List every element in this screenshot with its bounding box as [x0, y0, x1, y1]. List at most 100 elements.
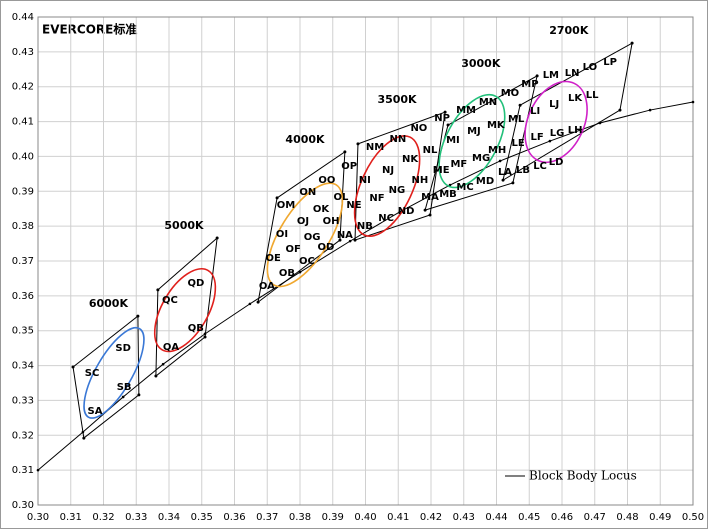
bin-label: SA — [88, 406, 103, 417]
bin-label: MB — [439, 189, 457, 200]
bin-label: LL — [586, 90, 599, 101]
locus-point — [648, 108, 652, 112]
corner-point — [443, 110, 447, 114]
corner-point — [71, 365, 75, 369]
corner-point — [446, 123, 450, 127]
bin-label: OO — [318, 175, 335, 186]
bin-label: OJ — [297, 216, 309, 227]
bin-label: NF — [369, 193, 384, 204]
bin-label: QD — [187, 278, 204, 289]
locus-point — [248, 302, 252, 306]
x-tick-label: 0.34 — [158, 512, 180, 523]
bin-label: OA — [259, 281, 275, 292]
bin-label: QB — [188, 323, 204, 334]
bin-label: MJ — [467, 126, 481, 137]
bin-label: MF — [450, 159, 467, 170]
cct-label: 3000K — [461, 57, 501, 70]
corner-point — [154, 374, 158, 378]
bin-label: QC — [162, 295, 178, 306]
bin-label: MP — [521, 79, 538, 90]
y-tick-label: 0.32 — [12, 430, 34, 441]
corner-point — [256, 300, 260, 304]
corner-point — [423, 208, 427, 212]
locus-point — [121, 395, 125, 399]
bin-label: MG — [472, 153, 490, 164]
corner-point — [356, 142, 360, 146]
macadam-ellipse — [83, 326, 145, 419]
bin-label: NE — [346, 200, 361, 211]
cct-label: 5000K — [164, 219, 204, 232]
cct-label: 6000K — [89, 297, 129, 310]
bin-label: OD — [317, 242, 334, 253]
x-tick-label: 0.38 — [289, 512, 311, 523]
bin-label: SB — [117, 382, 132, 393]
corner-point — [618, 108, 622, 112]
x-tick-label: 0.48 — [616, 512, 638, 523]
cct-label: 4000K — [285, 133, 325, 146]
bin-label: NJ — [382, 165, 394, 176]
bin-label: LJ — [549, 99, 559, 110]
bin-label: NC — [378, 213, 394, 224]
macadam-ellipse — [153, 268, 217, 353]
bin-label: SD — [115, 343, 131, 354]
bin-label: LD — [549, 157, 564, 168]
macadam-ellipse — [266, 182, 344, 288]
corner-point — [338, 238, 342, 242]
y-tick-label: 0.40 — [12, 151, 34, 162]
x-tick-label: 0.44 — [485, 512, 507, 523]
bin-label: LF — [531, 132, 544, 143]
bin-label: NI — [359, 175, 371, 186]
corner-point — [535, 74, 539, 78]
y-tick-label: 0.44 — [12, 12, 34, 23]
bin-label: ME — [433, 165, 450, 176]
bin-label: OH — [323, 216, 340, 227]
bin-label: NK — [402, 154, 419, 165]
bin-label: OK — [313, 204, 331, 215]
cct-label: 3500K — [377, 93, 417, 106]
bin-label: LP — [603, 57, 617, 68]
bin-label: LO — [583, 62, 598, 73]
bin-label: LH — [568, 125, 583, 136]
bin-label: NG — [389, 185, 406, 196]
locus-point — [691, 100, 695, 104]
bin-label: LG — [550, 128, 565, 139]
macadam-ellipse — [438, 93, 506, 189]
corner-point — [156, 288, 160, 292]
bin-label: ND — [398, 206, 415, 217]
bin-label: OF — [285, 244, 300, 255]
bin-label: QA — [163, 342, 180, 353]
bin-label: LK — [568, 93, 583, 104]
locus-point — [498, 159, 502, 163]
x-tick-label: 0.32 — [92, 512, 114, 523]
x-tick-label: 0.35 — [191, 512, 213, 523]
locus-point — [548, 139, 552, 143]
corner-point — [630, 41, 634, 45]
locus-point — [161, 362, 165, 366]
x-tick-label: 0.50 — [682, 512, 704, 523]
y-tick-label: 0.41 — [12, 117, 34, 128]
bin-label: NL — [423, 145, 438, 156]
corner-point — [137, 393, 141, 397]
bin-label: LM — [543, 70, 559, 81]
y-tick-label: 0.42 — [12, 82, 34, 93]
y-tick-label: 0.39 — [12, 186, 34, 197]
bin-label: OI — [276, 229, 288, 240]
bin-label: MM — [456, 105, 476, 116]
bin-label: LE — [512, 138, 525, 149]
y-tick-label: 0.37 — [12, 256, 34, 267]
corner-point — [215, 236, 219, 240]
corner-point — [501, 178, 505, 182]
bin-label: MO — [501, 88, 519, 99]
x-tick-label: 0.41 — [387, 512, 409, 523]
bin-label: LI — [530, 106, 540, 117]
x-tick-label: 0.40 — [354, 512, 376, 523]
plot-border — [37, 16, 694, 506]
macadam-ellipse — [353, 135, 421, 238]
bin-label: NM — [366, 142, 384, 153]
bin-label: SC — [85, 368, 100, 379]
bin-label: LA — [498, 167, 512, 178]
x-tick-label: 0.30 — [27, 512, 49, 523]
macadam-ellipse — [524, 80, 588, 164]
